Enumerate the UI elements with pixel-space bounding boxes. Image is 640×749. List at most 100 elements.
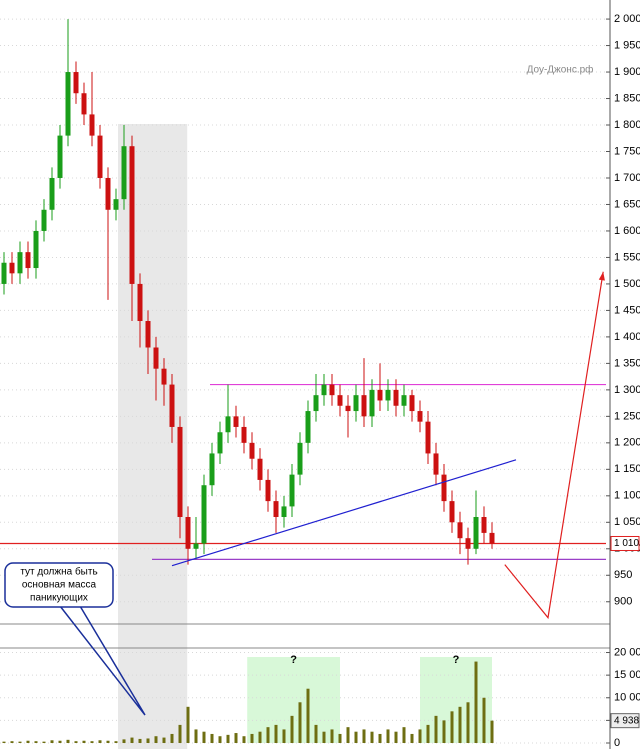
volume-bar bbox=[442, 720, 446, 743]
candle-body bbox=[33, 230, 39, 269]
volume-bar bbox=[18, 741, 22, 743]
candle-body bbox=[329, 384, 335, 396]
candle-body bbox=[281, 506, 287, 518]
volume-bar bbox=[426, 724, 430, 743]
y-tick-label: 1 300 bbox=[614, 384, 640, 396]
candle-body bbox=[321, 384, 327, 396]
volume-highlight bbox=[420, 657, 492, 743]
candle-body bbox=[17, 252, 23, 274]
volume-bar bbox=[258, 731, 262, 743]
volume-tick-label: 0 bbox=[614, 737, 620, 749]
annotation: паникующих bbox=[30, 593, 88, 604]
y-tick-label: 1 750 bbox=[614, 145, 640, 157]
candle-body bbox=[129, 146, 135, 284]
volume-bar bbox=[410, 733, 414, 743]
volume-bar bbox=[210, 733, 214, 743]
candle-body bbox=[353, 395, 359, 412]
y-tick-label: 1 350 bbox=[614, 357, 640, 369]
annotation: основная масса bbox=[22, 580, 97, 591]
volume-bar bbox=[242, 736, 246, 743]
candle-body bbox=[225, 416, 231, 433]
callout-box bbox=[4, 562, 114, 608]
candle-body bbox=[241, 426, 247, 443]
candle-body bbox=[161, 368, 167, 385]
volume-bar bbox=[98, 740, 102, 743]
volume-bar bbox=[194, 729, 198, 743]
last-price-box bbox=[610, 535, 640, 551]
volume-bar bbox=[74, 741, 78, 743]
volume-bar bbox=[482, 697, 486, 743]
volume-bar bbox=[250, 733, 254, 743]
volume-bar bbox=[138, 738, 142, 743]
candle-body bbox=[105, 177, 111, 210]
candle-body bbox=[73, 72, 79, 94]
volume-bar bbox=[370, 731, 374, 743]
candle-body bbox=[433, 453, 439, 475]
candle-body bbox=[489, 532, 495, 544]
candle-body bbox=[25, 252, 31, 269]
candle-body bbox=[177, 426, 183, 518]
candle-body bbox=[305, 411, 311, 443]
candle-body bbox=[1, 262, 7, 284]
volume-bar bbox=[354, 731, 358, 743]
marks: 1 010 4 938 bbox=[1, 19, 640, 743]
candle-body bbox=[417, 411, 423, 422]
candle-body bbox=[473, 517, 479, 549]
volume-tick-label: 10 00 bbox=[614, 692, 640, 704]
volume-bar bbox=[402, 727, 406, 743]
volume-bar bbox=[122, 739, 126, 743]
trendline bbox=[171, 459, 517, 567]
volume-bar bbox=[362, 729, 366, 743]
y-tick-label: 1 650 bbox=[614, 198, 640, 210]
volume-bar bbox=[322, 731, 326, 743]
candle-body bbox=[345, 405, 351, 412]
candle-body bbox=[393, 389, 399, 406]
volume-highlight bbox=[247, 657, 340, 743]
volume-bar bbox=[290, 715, 294, 743]
candle-body bbox=[217, 432, 223, 454]
candle-body bbox=[369, 389, 375, 417]
y-tick-label: 1 850 bbox=[614, 92, 640, 104]
candle-body bbox=[49, 177, 55, 210]
candle-body bbox=[137, 283, 143, 322]
volume-bar bbox=[34, 741, 38, 743]
price-highlight bbox=[118, 124, 188, 749]
volume-bar bbox=[490, 720, 494, 743]
y-tick-label: 1 400 bbox=[614, 331, 640, 343]
candle-body bbox=[97, 135, 103, 178]
volume-bar bbox=[330, 729, 334, 743]
watermark: Доу-Джонс.рф bbox=[527, 64, 594, 76]
y-tick-label: 1 600 bbox=[614, 225, 640, 237]
candle-body bbox=[449, 501, 455, 523]
last-volume-label: 4 938 bbox=[614, 715, 639, 726]
volume-bar bbox=[202, 731, 206, 743]
y-tick-label: 1 100 bbox=[614, 490, 640, 502]
candle-body bbox=[121, 146, 127, 200]
y-tick-label: 1 450 bbox=[614, 304, 640, 316]
candle-body bbox=[297, 442, 303, 475]
volume-bar bbox=[154, 736, 158, 743]
y-tick-label: 1 550 bbox=[614, 251, 640, 263]
annotation: тут должна быть bbox=[20, 566, 97, 578]
candle-body bbox=[89, 114, 95, 136]
candle-body bbox=[185, 517, 191, 549]
volume-bar bbox=[378, 733, 382, 743]
volume-bar bbox=[282, 729, 286, 743]
candle-body bbox=[425, 421, 431, 454]
candle-body bbox=[377, 389, 383, 401]
y-tick-label: 1 150 bbox=[614, 463, 640, 475]
candle-body bbox=[361, 395, 367, 417]
candle-body bbox=[441, 474, 447, 502]
volume-bar bbox=[234, 733, 238, 743]
volume-bar bbox=[226, 734, 230, 743]
volume-bar bbox=[10, 741, 14, 743]
volume-bar bbox=[186, 706, 190, 743]
volume-bar bbox=[306, 688, 310, 743]
candle-body bbox=[153, 347, 159, 369]
candle-body bbox=[385, 389, 391, 401]
volume-bar bbox=[266, 727, 270, 743]
y-tick-label: 1 050 bbox=[614, 516, 640, 528]
candle-body bbox=[401, 395, 407, 406]
volume-bar bbox=[314, 724, 318, 743]
candle-body bbox=[209, 453, 215, 486]
